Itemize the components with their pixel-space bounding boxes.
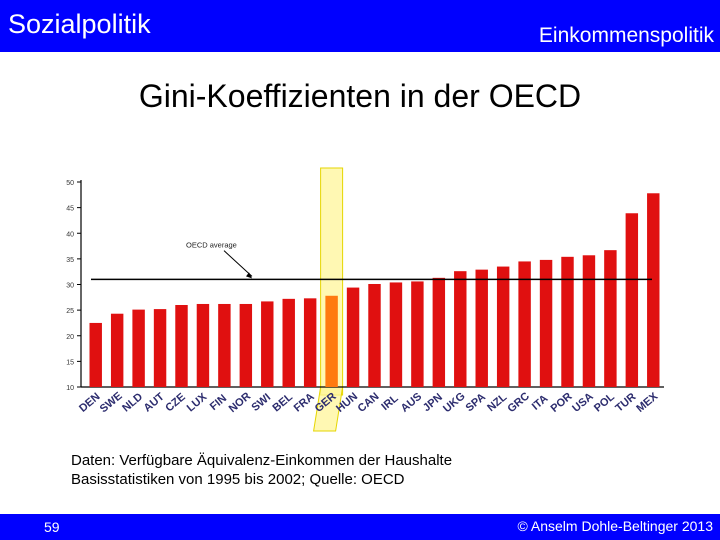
- footer-bar: 59 © Anselm Dohle-Beltinger 2013: [0, 514, 720, 540]
- bar-ger: [325, 295, 338, 387]
- x-tick-label-tur: TUR: [613, 391, 638, 415]
- header-right-title: Einkommenspolitik: [538, 24, 714, 47]
- bar-irl: [389, 282, 403, 387]
- bar-grc: [518, 261, 531, 387]
- bar-jpn: [432, 277, 446, 387]
- bar-can: [368, 283, 381, 387]
- source-note: Daten: Verfügbare Äquivalenz-Einkommen d…: [71, 451, 452, 489]
- x-tick-label-nor: NOR: [227, 390, 253, 415]
- bar-aut: [153, 309, 167, 387]
- x-tick-label-spa: SPA: [464, 391, 488, 414]
- x-tick-label-can: CAN: [356, 390, 382, 415]
- bar-pol: [604, 250, 617, 387]
- page-number: 59: [44, 519, 60, 535]
- bar-tur: [625, 213, 639, 387]
- x-tick-label-nld: NLD: [120, 391, 145, 415]
- x-tick-label-grc: GRC: [505, 390, 531, 415]
- x-tick-label-ita: ITA: [530, 393, 551, 413]
- y-tick-label-40: 40: [66, 231, 74, 238]
- y-tick-label-30: 30: [66, 283, 74, 290]
- bar-hun: [346, 287, 360, 387]
- bar-usa: [582, 255, 596, 387]
- header-left-title: Sozialpolitik: [8, 9, 151, 39]
- x-tick-label-swe: SWE: [98, 390, 125, 415]
- bar-por: [561, 256, 574, 387]
- x-tick-label-lux: LUX: [185, 391, 210, 415]
- bar-ita: [539, 259, 553, 387]
- bar-nor: [239, 303, 253, 387]
- bar-fra: [303, 298, 317, 387]
- x-tick-label-bel: BEL: [271, 391, 296, 415]
- x-tick-label-den: DEN: [77, 391, 103, 415]
- x-tick-label-nzl: NZL: [485, 391, 509, 414]
- bar-bel: [282, 298, 295, 387]
- source-line-1: Daten: Verfügbare Äquivalenz-Einkommen d…: [71, 452, 453, 469]
- bar-den: [89, 322, 102, 387]
- y-tick-label-35: 35: [66, 257, 74, 264]
- x-tick-label-swi: SWI: [250, 391, 274, 414]
- bar-mex: [647, 193, 660, 387]
- bar-spa: [475, 269, 488, 387]
- oecd-average-label: OECD average: [186, 241, 237, 250]
- bar-nld: [132, 309, 145, 387]
- source-line-2: Basisstatistiken von 1995 bis 2002; Quel…: [71, 471, 405, 488]
- copyright-text: © Anselm Dohle-Beltinger 2013: [517, 518, 713, 534]
- x-tick-label-fra: FRA: [292, 391, 317, 415]
- bar-nzl: [496, 266, 510, 387]
- oecd-average-arrow: [223, 250, 253, 277]
- bar-ukg: [454, 271, 467, 387]
- y-tick-label-45: 45: [66, 206, 74, 213]
- x-tick-label-jpn: JPN: [421, 391, 445, 414]
- x-tick-label-por: POR: [549, 390, 575, 415]
- x-tick-label-irl: IRL: [379, 392, 401, 413]
- x-tick-label-pol: POL: [592, 391, 617, 415]
- x-tick-label-usa: USA: [570, 391, 596, 415]
- x-tick-label-cze: CZE: [163, 391, 188, 414]
- oecd-average-arrowhead: [246, 272, 252, 279]
- header-bar: Sozialpolitik Einkommenspolitik: [0, 0, 720, 52]
- bar-swe: [110, 313, 124, 387]
- y-tick-label-20: 20: [66, 334, 74, 341]
- x-tick-label-ukg: UKG: [441, 390, 467, 415]
- x-tick-label-mex: MEX: [634, 390, 660, 415]
- bar-aus: [411, 281, 424, 387]
- x-tick-label-fin: FIN: [208, 392, 229, 413]
- y-tick-label-25: 25: [66, 308, 74, 315]
- bar-swi: [261, 301, 274, 387]
- slide-title: Gini-Koeffizienten in der OECD: [138, 78, 582, 114]
- bar-fin: [218, 303, 231, 387]
- x-tick-label-aus: AUS: [399, 391, 425, 415]
- x-tick-label-aut: AUT: [142, 391, 167, 415]
- bar-lux: [196, 303, 210, 387]
- y-tick-label-15: 15: [66, 359, 74, 366]
- y-tick-label-10: 10: [66, 385, 74, 392]
- bar-cze: [175, 305, 188, 387]
- y-tick-label-50: 50: [66, 180, 74, 187]
- gini-chart: 101520253035404550DENSWENLDAUTCZELUXFINN…: [66, 167, 664, 432]
